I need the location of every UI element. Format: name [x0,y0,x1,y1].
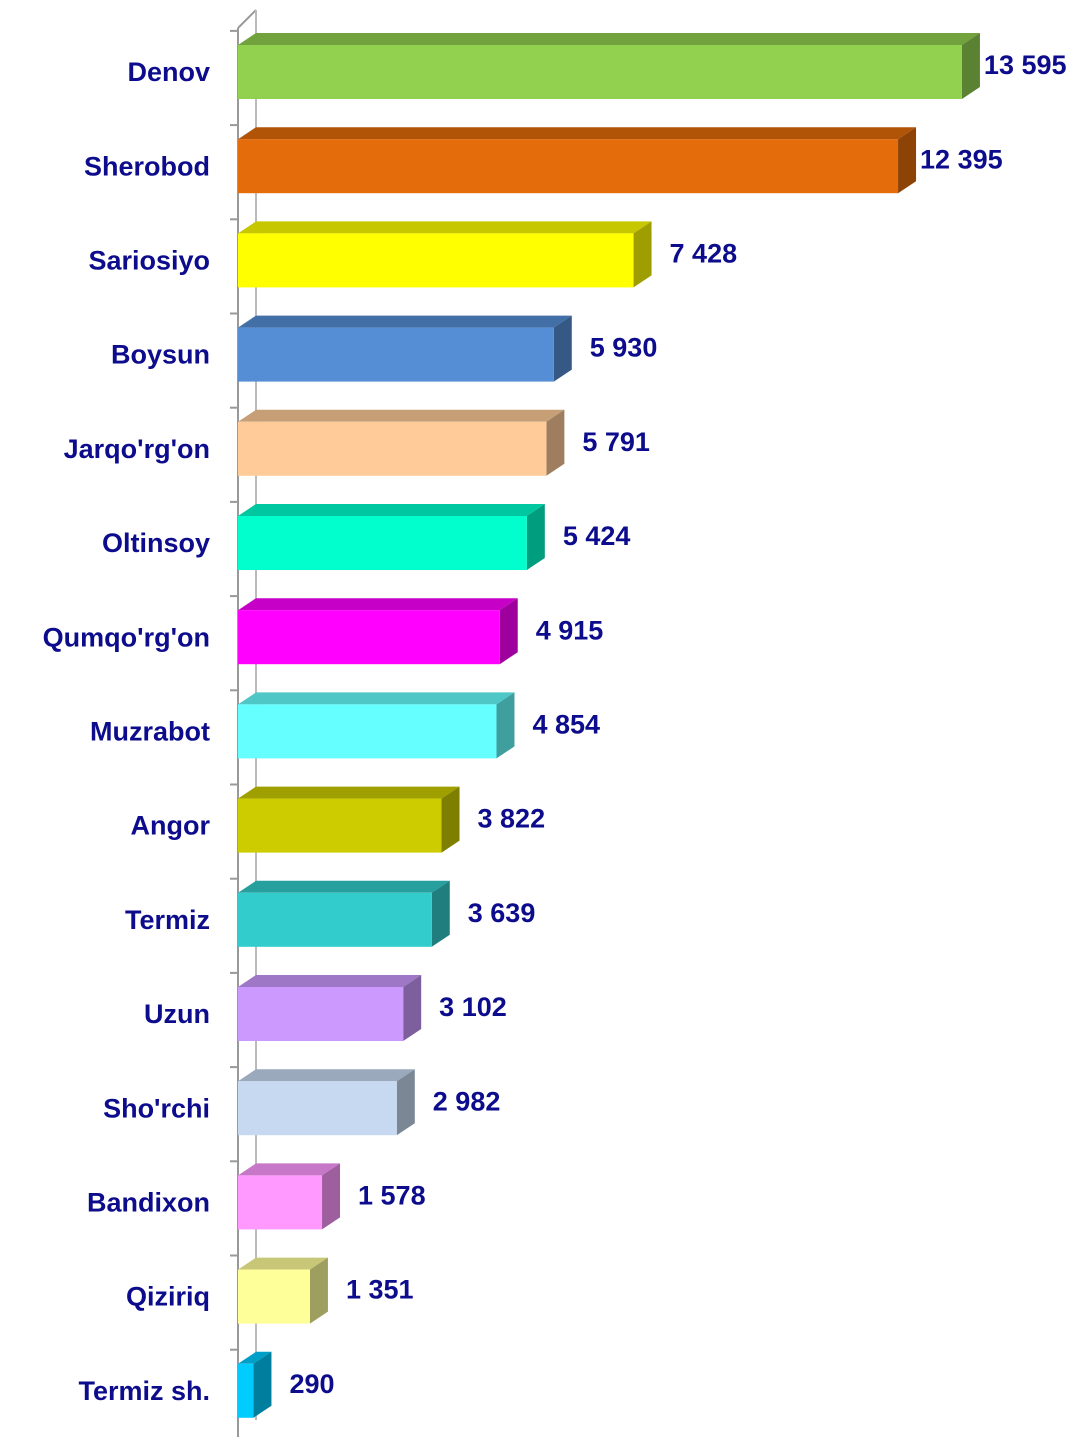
bar-front [238,1175,323,1230]
category-label: Sherobod [84,151,210,181]
bar [238,1257,328,1324]
category-label: Termiz sh. [78,1376,210,1406]
value-label: 1 578 [358,1181,426,1211]
category-label: Denov [127,57,210,87]
bar-front [238,1363,254,1418]
category-label: Oltinsoy [102,528,210,558]
bar-front [238,798,442,853]
bar-side [496,692,515,759]
bar-side [499,598,518,665]
bar [238,33,980,99]
category-label: Termiz [125,905,210,935]
bar [238,975,422,1041]
value-label: 2 982 [433,1086,501,1116]
axis-depth-line [237,9,257,29]
bar-top [238,221,652,234]
category-label: Angor [131,811,211,841]
bar-top [238,880,450,893]
value-label: 4 915 [536,615,604,645]
bar-front [238,1081,397,1136]
bar [238,504,545,570]
value-label: 13 595 [984,50,1067,80]
category-label: Sariosiyo [88,246,210,276]
bar [238,880,450,947]
bar [238,221,652,288]
bar-top [238,598,518,611]
bar [238,786,460,853]
bar-top [238,504,545,516]
bar-top [238,1257,328,1270]
value-label: 3 822 [478,804,546,834]
bar-front [238,610,500,665]
bar-side [253,1351,272,1418]
bar [238,692,515,759]
value-label: 7 428 [670,239,738,269]
bar-top [238,692,515,705]
bar-side [403,975,422,1041]
category-label: Bandixon [87,1188,210,1218]
bar-side [431,880,450,947]
bar [238,1069,415,1136]
bar-front [238,45,962,99]
value-label: 12 395 [920,144,1003,174]
bar-top [238,127,917,140]
bar [238,409,565,476]
bar-front [238,987,404,1041]
bar [238,315,572,382]
bar-front [238,892,432,947]
bar-top [238,1069,415,1082]
bar [238,598,518,665]
value-label: 3 639 [468,898,536,928]
value-label: 4 854 [532,710,600,740]
bar-top [238,1163,341,1176]
bar-front [238,704,497,759]
bar-side [309,1257,328,1324]
category-label: Jarqo'rg'on [64,434,210,464]
value-label: 5 424 [563,521,631,551]
category-label: Boysun [111,340,210,370]
value-label: 5 791 [582,427,650,457]
category-label: Muzrabot [90,717,210,747]
bar-side [553,315,572,382]
bar-side [526,504,545,570]
value-label: 5 930 [590,333,658,363]
bar-side [396,1069,415,1136]
bar [238,127,917,194]
bar-side [961,33,980,99]
bar-top [238,1351,272,1364]
value-label: 290 [289,1369,334,1399]
bar [238,1163,341,1230]
bar-top [238,409,565,422]
bar-side [441,786,460,853]
bar-front [238,327,554,382]
category-label: Qiziriq [126,1282,210,1312]
bar-side [546,409,565,476]
category-label: Qumqo'rg'on [43,622,210,652]
bar-top [238,33,980,45]
bar-side [322,1163,341,1230]
bar-top [238,786,460,799]
value-label: 3 102 [439,992,507,1022]
bar-front [238,421,547,476]
bar-front [238,516,527,570]
bar-front [238,139,899,194]
bar-front [238,1269,310,1324]
category-label: Sho'rchi [103,1093,210,1123]
bar-side [898,127,917,194]
category-label: Uzun [144,999,210,1029]
bar-side [633,221,652,288]
value-label: 1 351 [346,1275,414,1305]
bar-top [238,315,572,328]
bar-front [238,233,634,288]
bar-top [238,975,422,987]
bar [238,1351,272,1418]
